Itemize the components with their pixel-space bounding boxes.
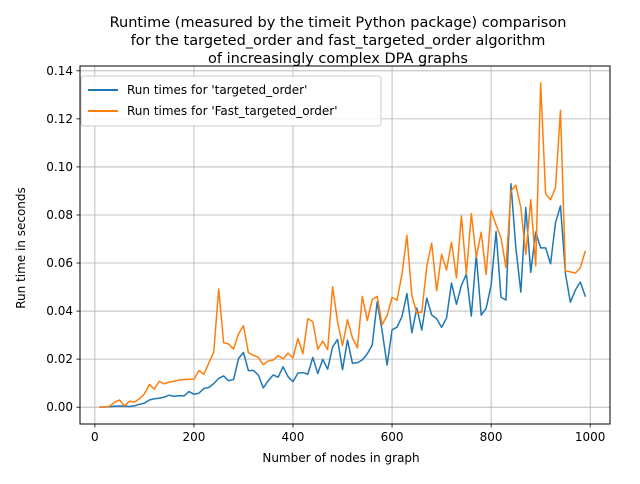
x-tick-label: 200	[182, 430, 205, 444]
plot-area-frame	[79, 65, 611, 425]
x-tick-label: 1000	[575, 430, 606, 444]
chart-title-line-2: for the targeted_order and fast_targeted…	[131, 33, 546, 49]
legend-box	[80, 75, 382, 127]
y-tick-label: 0.12	[46, 112, 73, 126]
y-axis-label: Run time in seconds	[14, 187, 28, 309]
x-tick-label: 800	[480, 430, 503, 444]
series-lines	[99, 82, 586, 408]
legend-label-fast-targeted-order: Run times for 'Fast_targeted_order'	[127, 104, 338, 118]
y-tick-label: 0.06	[46, 256, 73, 270]
y-tick-label: 0.02	[46, 352, 73, 366]
y-tick-label: 0.08	[46, 208, 73, 222]
series-line-fast-targeted-order	[99, 82, 586, 408]
x-tick-label: 600	[381, 430, 404, 444]
y-tick-label: 0.04	[46, 304, 73, 318]
legend: Run times for 'targeted_order' Run times…	[80, 75, 382, 127]
series-line-targeted-order	[99, 182, 586, 408]
y-tick-label: 0.14	[46, 64, 73, 78]
x-tick-label: 0	[91, 430, 99, 444]
chart-title-line-1: Runtime (measured by the timeit Python p…	[110, 15, 567, 31]
y-tick-label: 0.10	[46, 160, 73, 174]
x-tick-label: 400	[282, 430, 305, 444]
y-tick-label: 0.00	[46, 400, 73, 414]
x-axis-label: Number of nodes in graph	[262, 451, 419, 465]
y-axis: 0.00 0.02 0.04 0.06 0.08 0.10 0.12 0.14	[46, 64, 80, 414]
chart-title: Runtime (measured by the timeit Python p…	[110, 15, 567, 67]
chart-title-line-3: of increasingly complex DPA graphs	[208, 51, 468, 67]
x-axis: 0 200 400 600 800 1000	[91, 424, 605, 444]
legend-label-targeted-order: Run times for 'targeted_order'	[127, 83, 307, 97]
